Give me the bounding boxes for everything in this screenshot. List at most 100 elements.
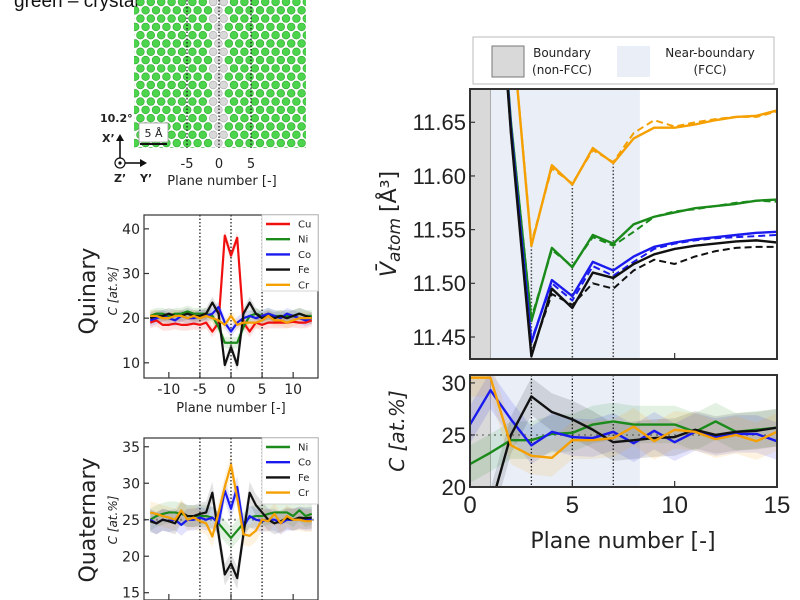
legend-label: Cu bbox=[298, 220, 311, 231]
crystal-atom bbox=[157, 97, 166, 106]
crystal-atom bbox=[250, 80, 260, 90]
crystal-atom bbox=[193, 55, 202, 65]
crystal-atom bbox=[235, 105, 244, 115]
crystal-atom bbox=[287, 72, 296, 81]
crystal-atom bbox=[308, 56, 316, 64]
crystal-atom bbox=[229, 130, 239, 140]
near-boundary-legend-label: (FCC) bbox=[693, 63, 726, 77]
boundary-atom bbox=[210, 147, 216, 148]
composition-plot-area bbox=[470, 375, 777, 487]
volume-ylabel-unit: [Å³] bbox=[375, 171, 402, 212]
y-tick-label: 25 bbox=[442, 423, 466, 448]
crystal-atom bbox=[281, 47, 291, 56]
crystal-atom bbox=[302, 64, 306, 73]
crystal-atom bbox=[255, 105, 265, 115]
crystal-atom bbox=[297, 22, 306, 32]
composition-chart: 20 25 30 0 5 10 15 bbox=[442, 371, 791, 519]
crystal-atom bbox=[134, 50, 135, 54]
crystal-atom bbox=[157, 113, 166, 123]
y-tick-label: 30 bbox=[122, 267, 140, 283]
quinary-ylabel: C [at.%] bbox=[106, 266, 120, 315]
crystal-atom bbox=[198, 113, 208, 123]
crystal-atom bbox=[292, 97, 301, 106]
axis-y-label: Y’ bbox=[139, 172, 152, 185]
crystal-atom bbox=[229, 64, 239, 73]
legend-label: Ni bbox=[298, 443, 308, 454]
crystal-atom bbox=[297, 39, 306, 48]
crystal-atom bbox=[203, 22, 213, 32]
crystal-atom bbox=[151, 55, 161, 65]
y-tick-label: 30 bbox=[122, 476, 140, 492]
crystal-atom bbox=[224, 89, 234, 98]
crystal-atom bbox=[261, 0, 270, 7]
crystal-atom bbox=[141, 89, 150, 98]
crystal-atom bbox=[302, 80, 306, 90]
crystal-atom bbox=[276, 39, 285, 48]
crystal-atom bbox=[188, 113, 197, 123]
crystal-atom bbox=[308, 73, 316, 81]
crystal-atom bbox=[304, 147, 306, 148]
crystal-atom bbox=[308, 40, 316, 48]
y-tick-label: 25 bbox=[122, 513, 140, 529]
crystal-atom bbox=[250, 97, 260, 106]
crystal-atom bbox=[229, 47, 239, 56]
crystal-atom bbox=[126, 148, 134, 156]
crystal-atom bbox=[157, 80, 166, 90]
crystal-atom bbox=[262, 147, 268, 148]
crystal-atom bbox=[203, 72, 213, 81]
crystal-atom bbox=[193, 39, 202, 48]
x-tick-label: -5 bbox=[193, 382, 207, 398]
crystal-atom bbox=[134, 39, 140, 48]
uncertainty-band bbox=[491, 377, 777, 487]
crystal-atom bbox=[292, 113, 301, 123]
crystal-atom bbox=[116, 98, 124, 106]
boundary-atom bbox=[209, 64, 218, 73]
crystal-atom bbox=[250, 31, 260, 40]
crystal-atom bbox=[134, 105, 140, 115]
boundary-atom bbox=[209, 14, 218, 23]
crystal-atom bbox=[134, 22, 140, 32]
boundary-atom bbox=[209, 97, 218, 106]
crystal-atom bbox=[287, 89, 296, 98]
crystal-atom bbox=[245, 72, 254, 81]
volume-ylabel: V̄atom [Å³] bbox=[375, 171, 405, 277]
crystal-atom bbox=[308, 89, 316, 97]
x-tick-label: -10 bbox=[157, 382, 180, 398]
crystal-atom bbox=[189, 147, 195, 148]
crystal-atom bbox=[167, 31, 176, 40]
crystal-atom bbox=[177, 14, 187, 23]
crystal-atom bbox=[162, 105, 171, 115]
crystal-atom bbox=[141, 6, 150, 15]
crystal-atom bbox=[297, 122, 306, 131]
series-line bbox=[495, 395, 777, 487]
uncertainty-band bbox=[470, 375, 777, 477]
crystal-atom bbox=[287, 138, 296, 148]
boundary-atom bbox=[209, 0, 218, 7]
axis-z-label: Z’ bbox=[114, 172, 126, 185]
crystal-atom bbox=[183, 89, 192, 98]
crystal-atom bbox=[121, 89, 129, 97]
near-boundary-swatch bbox=[617, 46, 650, 77]
crystal-atom bbox=[121, 23, 129, 31]
crystal-atom bbox=[134, 33, 135, 37]
y-tick-label: 11.60 bbox=[413, 164, 466, 189]
crystal-atom bbox=[240, 130, 249, 140]
volume-plot-area bbox=[470, 89, 777, 359]
crystal-atom bbox=[297, 55, 306, 65]
crystal-atom bbox=[255, 6, 265, 15]
crystal-atom bbox=[146, 47, 156, 56]
crystal-atom bbox=[235, 138, 244, 148]
crystal-atom bbox=[255, 55, 265, 65]
crystal-atom bbox=[198, 47, 208, 56]
crystal-atom bbox=[271, 31, 280, 40]
crystal-atom bbox=[287, 6, 296, 15]
crystal-atom bbox=[162, 72, 171, 81]
boundary-atom bbox=[214, 89, 223, 98]
crystal-atom bbox=[292, 14, 301, 23]
crystal-atom bbox=[229, 31, 239, 40]
quinary-legend: Cu Ni Co Fe Cr bbox=[261, 214, 319, 292]
crystal-atom bbox=[302, 14, 306, 23]
crystal-atom bbox=[193, 138, 202, 148]
boundary-atom bbox=[209, 113, 218, 123]
crystal-atom bbox=[167, 14, 176, 23]
